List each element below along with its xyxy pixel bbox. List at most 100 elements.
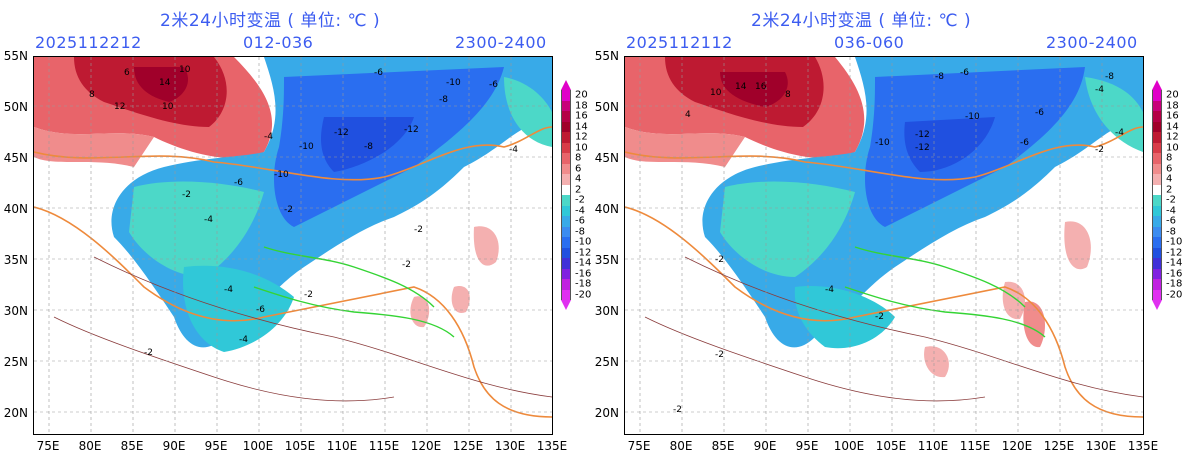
lat-label: 45N bbox=[3, 151, 28, 165]
lon-label: 120E bbox=[1001, 439, 1033, 453]
contour-label: 16 bbox=[755, 82, 767, 92]
contour-label: -6 bbox=[1020, 138, 1029, 148]
colorbar-tick-label: 2 bbox=[575, 184, 582, 195]
init-time: 2025112112 bbox=[626, 33, 733, 52]
colorbar-tick-label: 20 bbox=[1166, 89, 1179, 101]
colorbar-segment bbox=[561, 121, 571, 132]
colorbar-segment bbox=[561, 289, 571, 300]
colorbar-segment bbox=[561, 142, 571, 153]
colorbar-tick-label: 6 bbox=[1166, 163, 1173, 174]
contour-label: -8 bbox=[364, 142, 373, 152]
contour-label: -4 bbox=[239, 335, 248, 345]
colorbar-tick-label: -16 bbox=[575, 268, 592, 279]
contour-label: -4 bbox=[1095, 85, 1104, 95]
colorbar-segment bbox=[561, 195, 571, 206]
colorbar-segment bbox=[561, 132, 571, 143]
lon-label: 80E bbox=[669, 439, 693, 453]
lon-label: 100E bbox=[242, 439, 274, 453]
colorbar-segment bbox=[1152, 258, 1162, 269]
colorbar-segment bbox=[561, 247, 571, 258]
colorbar-tick-label: 8 bbox=[1166, 152, 1173, 164]
colorbar-segment bbox=[561, 279, 571, 290]
contour-label: -2 bbox=[715, 350, 724, 360]
contour-label: 4 bbox=[685, 110, 691, 120]
colorbar-segment bbox=[561, 226, 571, 237]
lat-label: 30N bbox=[594, 304, 619, 318]
contour-label: -4 bbox=[224, 285, 233, 295]
colorbar-min-arrow bbox=[1152, 300, 1162, 310]
colorbar-tick-label: 10 bbox=[1166, 142, 1179, 153]
contour-label: 10 bbox=[179, 65, 191, 75]
contour-label: -10 bbox=[965, 112, 980, 122]
colorbar-tick-label: -14 bbox=[575, 257, 592, 269]
colorbar-segment bbox=[1152, 142, 1162, 153]
colorbar-tick-label: -10 bbox=[1166, 236, 1182, 248]
colorbar-segment bbox=[1152, 111, 1162, 122]
contour-label: -4 bbox=[1115, 128, 1124, 138]
valid-window: 2300-2400 bbox=[1046, 33, 1138, 52]
lon-label: 75E bbox=[627, 439, 651, 453]
lon-label: 135E bbox=[536, 439, 568, 453]
colorbar-segment bbox=[561, 174, 571, 185]
contour-label: -2 bbox=[402, 260, 411, 270]
contour-label: -2 bbox=[414, 225, 423, 235]
lon-label: 95E bbox=[795, 439, 819, 453]
colorbar-segment bbox=[1152, 237, 1162, 248]
init-time: 2025112212 bbox=[35, 33, 142, 52]
colorbar-tick-label: -4 bbox=[575, 205, 585, 216]
contour-label: -10 bbox=[299, 142, 314, 152]
lon-label: 105E bbox=[284, 439, 316, 453]
colorbar-segment bbox=[1152, 184, 1162, 195]
contour-label: 12 bbox=[114, 102, 125, 112]
colorbar-segment bbox=[561, 268, 571, 279]
colorbar-tick-label: 6 bbox=[575, 163, 582, 174]
colorbar-tick-label: 8 bbox=[575, 152, 582, 164]
colorbar-min-arrow bbox=[561, 300, 571, 310]
colorbar-segment bbox=[1152, 226, 1162, 237]
colorbar-tick-label: -18 bbox=[575, 278, 592, 290]
lat-label: 30N bbox=[3, 304, 28, 318]
contour-label: -10 bbox=[875, 138, 890, 148]
colorbar-tick-label: -6 bbox=[575, 215, 585, 227]
colorbar-segment bbox=[561, 237, 571, 248]
colorbar-tick-label: 16 bbox=[1166, 110, 1179, 122]
contour-label: -6 bbox=[960, 68, 969, 78]
contour-label: 10 bbox=[162, 102, 174, 112]
map-panel-right: 2米24小时变温 ( 单位: ℃ ) 2025112112 036-060 23… bbox=[591, 0, 1182, 465]
colorbar-segment bbox=[1152, 195, 1162, 206]
colorbar-tick-label: -6 bbox=[1166, 215, 1176, 227]
lon-label: 125E bbox=[1043, 439, 1075, 453]
colorbar-tick-label: -8 bbox=[1166, 226, 1176, 237]
contour-label: -12 bbox=[915, 130, 930, 140]
lat-label: 20N bbox=[594, 406, 619, 420]
contour-label: -2 bbox=[182, 190, 191, 200]
colorbar-segment bbox=[1152, 163, 1162, 174]
colorbar-segment bbox=[1152, 153, 1162, 164]
map-graphic: 6 10 8 14 12 10 -6 -10 -8 -6 -4 -12 -10 … bbox=[34, 57, 552, 434]
lat-label: 20N bbox=[3, 406, 28, 420]
contour-label: -8 bbox=[439, 95, 448, 105]
lat-label: 35N bbox=[594, 253, 619, 267]
contour-label: -8 bbox=[1105, 72, 1114, 82]
contour-label: -12 bbox=[404, 125, 419, 135]
contour-label: -2 bbox=[715, 255, 724, 265]
lon-label: 115E bbox=[368, 439, 400, 453]
lon-label: 125E bbox=[452, 439, 484, 453]
colorbar-segment bbox=[561, 100, 571, 111]
lon-label: 135E bbox=[1127, 439, 1159, 453]
colorbar-tick-label: 18 bbox=[1166, 100, 1179, 111]
colorbar-tick-label: -20 bbox=[1166, 289, 1182, 300]
contour-label: -12 bbox=[915, 143, 930, 153]
colorbar-segment bbox=[561, 90, 571, 101]
lon-label: 80E bbox=[78, 439, 102, 453]
contour-label: 8 bbox=[89, 90, 95, 100]
colorbar-segment bbox=[1152, 132, 1162, 143]
contour-label: -6 bbox=[374, 68, 383, 78]
colorbar-segment bbox=[1152, 90, 1162, 101]
lat-label: 25N bbox=[594, 355, 619, 369]
lon-label: 95E bbox=[204, 439, 228, 453]
colorbar-segment bbox=[1152, 279, 1162, 290]
colorbar-tick-label: 4 bbox=[1166, 173, 1173, 185]
colorbar-segment bbox=[561, 111, 571, 122]
contour-label: 14 bbox=[159, 78, 171, 88]
